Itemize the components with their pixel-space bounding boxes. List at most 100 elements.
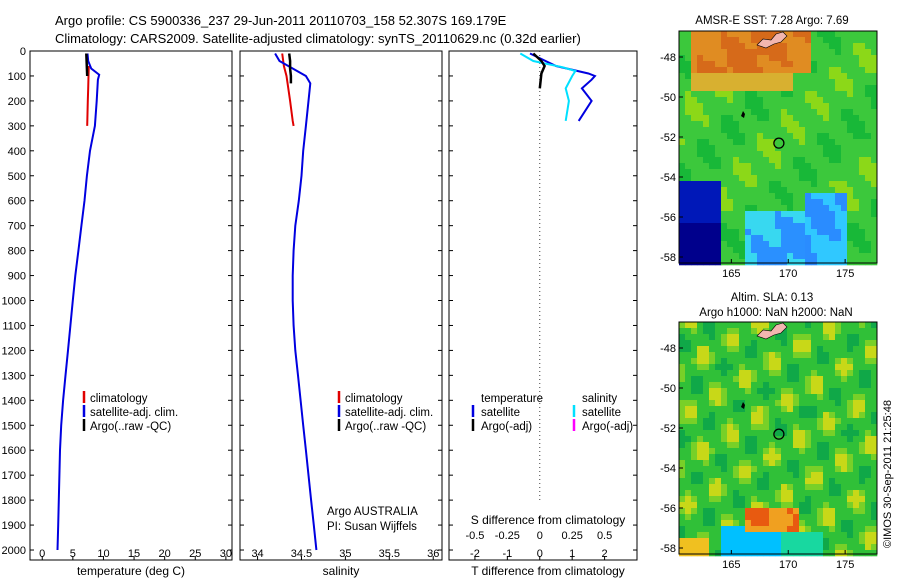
map-cell [763, 526, 770, 533]
map-cell [847, 532, 854, 539]
map-cell [829, 115, 836, 122]
map-cell [709, 61, 716, 68]
map-cell [739, 340, 746, 347]
map-cell [745, 358, 752, 365]
depth-tick-label: 1000 [2, 296, 26, 308]
x-tick-label: 5 [70, 548, 76, 560]
map-cell [865, 490, 872, 497]
temperature-panel-frame [29, 50, 233, 561]
map-cell [799, 484, 806, 491]
map-cell [703, 442, 710, 449]
map-cell [805, 121, 812, 128]
map-cell [739, 127, 746, 134]
map-cell [823, 508, 830, 515]
map-cell [835, 31, 842, 38]
map-cell [793, 211, 800, 218]
header-title: Argo profile: CS 5900336_237 29-Jun-2011… [55, 13, 507, 28]
map-cell [787, 121, 794, 128]
map-cell [793, 514, 800, 521]
map-cell [769, 241, 776, 248]
map-cell [733, 436, 740, 443]
map-cell [847, 175, 854, 182]
map-cell [781, 73, 788, 80]
map-cell [823, 328, 830, 335]
map-cell [745, 472, 752, 479]
map-cell [841, 127, 848, 134]
map-cell [799, 508, 806, 515]
map-cell [805, 370, 812, 377]
map-cell [685, 157, 692, 164]
map-cell [751, 37, 758, 44]
map-cell [733, 133, 740, 140]
map-cell [787, 193, 794, 200]
map-cell [721, 253, 728, 260]
map-cell [769, 175, 776, 182]
map-cell [793, 352, 800, 359]
map-cell [757, 496, 764, 503]
map-cell [835, 496, 842, 503]
map-cell [841, 259, 848, 266]
map-cell [697, 472, 704, 479]
map-cell [829, 478, 836, 485]
map-cell [679, 376, 686, 383]
map-cell [829, 508, 836, 515]
map-cell [817, 406, 824, 413]
map-cell [823, 151, 830, 158]
map-cell [859, 127, 866, 134]
map-cell [787, 91, 794, 98]
map-cell [709, 259, 716, 266]
map-cell [685, 376, 692, 383]
map-cell [733, 145, 740, 152]
map-cell [853, 466, 860, 473]
map-cell [781, 217, 788, 224]
map-cell [865, 61, 872, 68]
map-cell [817, 454, 824, 461]
map-cell [769, 346, 776, 353]
map-cell [715, 37, 722, 44]
map-cell [715, 151, 722, 158]
map-cell [709, 139, 716, 146]
map-cell [763, 364, 770, 371]
map-cell [781, 145, 788, 152]
map-cell [691, 430, 698, 437]
map-cell [787, 538, 794, 545]
map-cell [805, 55, 812, 62]
map-cell [793, 538, 800, 545]
map-cell [859, 382, 866, 389]
depth-tick-label: 1300 [2, 370, 26, 382]
map-cell [757, 49, 764, 56]
map-cell [871, 241, 878, 248]
map-cell [733, 157, 740, 164]
map-cell [739, 442, 746, 449]
map-cell [739, 328, 746, 335]
map-cell [865, 217, 872, 224]
map-cell [757, 412, 764, 419]
map-cell [781, 448, 788, 455]
map-cell [775, 370, 782, 377]
map-cell [793, 532, 800, 539]
map-cell [841, 358, 848, 365]
map-cell [751, 205, 758, 212]
map-cell [769, 358, 776, 365]
map-cell [727, 121, 734, 128]
map-cell [745, 466, 752, 473]
map-cell [679, 460, 686, 467]
map-cell [805, 328, 812, 335]
map-cell [871, 436, 878, 443]
map-cell [709, 400, 716, 407]
map-cell [757, 223, 764, 230]
map-cell [853, 520, 860, 527]
map-cell [763, 484, 770, 491]
map-cell [859, 418, 866, 425]
map-cell [703, 496, 710, 503]
map-cell [799, 376, 806, 383]
map-cell [763, 496, 770, 503]
map-cell [721, 139, 728, 146]
map-cell [733, 352, 740, 359]
map-cell [829, 460, 836, 467]
map-cell [871, 502, 878, 509]
map-cell [709, 466, 716, 473]
x-tick-label: 20 [159, 548, 171, 560]
map-cell [847, 193, 854, 200]
map-cell [715, 163, 722, 170]
